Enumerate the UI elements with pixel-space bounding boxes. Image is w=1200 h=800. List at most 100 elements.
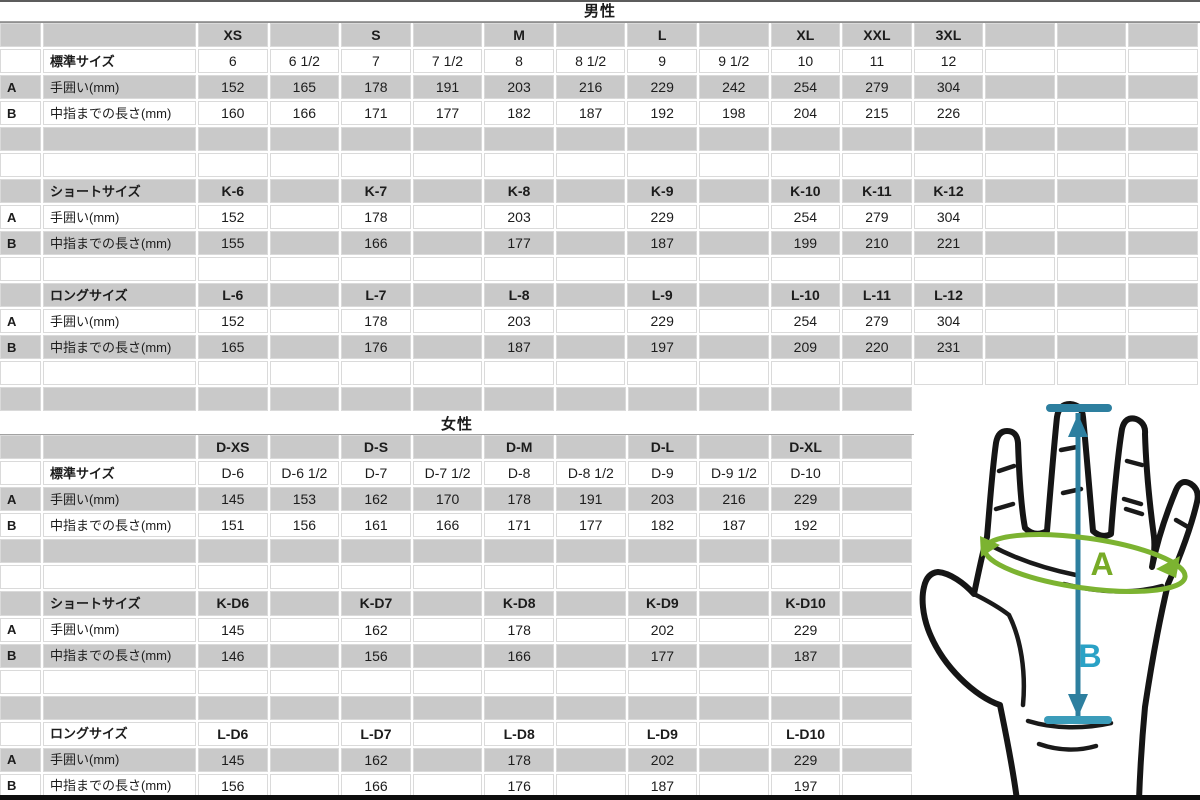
table-cell: [198, 361, 270, 387]
table-cell: [842, 591, 914, 618]
sheet-row: B 中指までの長さ(mm) 146 156 166 177 187: [0, 643, 914, 670]
table-cell: [484, 539, 556, 566]
table-cell: L-12: [913, 283, 986, 309]
table-cell: [0, 49, 43, 75]
table-cell: [43, 257, 198, 283]
table-cell: L-9: [627, 283, 699, 309]
table-cell: [269, 669, 342, 696]
table-cell: [198, 127, 270, 153]
table-cell: [555, 539, 628, 566]
table-cell: [0, 257, 43, 283]
table-cell: [1128, 309, 1200, 335]
table-cell: [341, 565, 413, 592]
table-cell: [699, 387, 771, 414]
table-cell: [698, 309, 771, 335]
table-cell: [484, 257, 556, 283]
table-cell: [555, 361, 628, 387]
table-cell: [555, 695, 628, 722]
label-b: B: [1078, 638, 1101, 674]
table-cell: 中指までの長さ(mm): [43, 513, 198, 540]
table-cell: [412, 205, 485, 231]
table-cell: [269, 283, 342, 309]
table-cell: 9 1/2: [698, 49, 771, 75]
table-cell: [43, 153, 198, 179]
table-cell: D-7 1/2: [412, 461, 485, 488]
table-cell: D-9: [627, 461, 700, 488]
table-cell: [269, 435, 342, 462]
sheet-row: [0, 257, 1200, 283]
table-cell: 229: [770, 617, 843, 644]
table-cell: [1128, 283, 1200, 309]
table-cell: B: [0, 101, 43, 127]
table-cell: 171: [341, 101, 413, 127]
table-cell: 145: [198, 617, 270, 644]
table-cell: [985, 309, 1057, 335]
hand-measurement-figure: A B: [914, 387, 1200, 800]
table-cell: [842, 127, 914, 153]
table-cell: [269, 539, 342, 566]
table-cell: [412, 721, 485, 748]
section-title: 女性: [440, 416, 473, 434]
table-cell: 7: [341, 49, 413, 75]
sheet-row: ロングサイズ L-6 L-7 L-8 L-9 L-10 L-11 L-12: [0, 283, 1200, 309]
table-cell: 3XL: [913, 23, 986, 49]
length-arrow: [1044, 404, 1112, 724]
table-cell: 標準サイズ: [43, 49, 198, 75]
table-cell: [412, 361, 485, 387]
table-cell: D-7: [341, 461, 413, 488]
table-cell: 10: [770, 49, 843, 75]
table-cell: 178: [484, 487, 556, 514]
table-cell: A: [0, 205, 43, 231]
table-cell: 191: [555, 487, 628, 514]
table-cell: L-11: [842, 283, 914, 309]
sheet-row: ショートサイズ K-D6 K-D7 K-D8 K-D9 K-D10: [0, 591, 914, 618]
sheet-row: [0, 387, 914, 414]
table-cell: 199: [770, 231, 843, 257]
table-cell: [699, 435, 771, 462]
sheet-row: B 中指までの長さ(mm) 155 166 177 187 199 210 221: [0, 231, 1200, 257]
table-cell: 216: [555, 75, 628, 101]
table-cell: [0, 179, 43, 205]
table-cell: 203: [484, 309, 556, 335]
table-cell: 171: [484, 513, 556, 540]
table-cell: 229: [627, 309, 699, 335]
sheet-row: [0, 565, 914, 592]
table-cell: [198, 257, 270, 283]
table-cell: [43, 435, 198, 462]
table-cell: L-8: [484, 283, 556, 309]
table-cell: [842, 565, 914, 592]
table-cell: 176: [341, 335, 413, 361]
table-cell: 279: [842, 205, 914, 231]
table-cell: [269, 257, 342, 283]
table-cell: 242: [698, 75, 771, 101]
sheet-row: XS S M L XL XXL 3XL: [0, 22, 1200, 49]
circumference-ellipse: [980, 532, 1188, 594]
table-cell: [0, 153, 43, 179]
table-cell: 203: [627, 487, 700, 514]
table-cell: 153: [269, 487, 342, 514]
table-cell: [198, 387, 270, 414]
table-cell: [412, 309, 485, 335]
table-cell: [484, 565, 556, 592]
table-cell: [627, 539, 700, 566]
table-cell: 192: [627, 101, 699, 127]
table-cell: 197: [627, 335, 699, 361]
table-cell: 178: [341, 75, 413, 101]
table-cell: [555, 591, 628, 618]
table-cell: ロングサイズ: [43, 283, 198, 309]
table-cell: M: [484, 23, 556, 49]
table-cell: 145: [198, 747, 270, 774]
table-cell: A: [0, 309, 43, 335]
table-cell: K-10: [770, 179, 843, 205]
table-cell: D-9 1/2: [699, 461, 771, 488]
table-cell: [269, 179, 342, 205]
table-cell: [627, 153, 699, 179]
table-cell: 6 1/2: [269, 49, 342, 75]
table-cell: [842, 361, 914, 387]
table-cell: K-D9: [627, 591, 700, 618]
table-cell: 178: [341, 309, 413, 335]
table-cell: B: [0, 513, 43, 540]
table-cell: [842, 669, 914, 696]
table-cell: [698, 23, 771, 49]
table-cell: [412, 539, 485, 566]
